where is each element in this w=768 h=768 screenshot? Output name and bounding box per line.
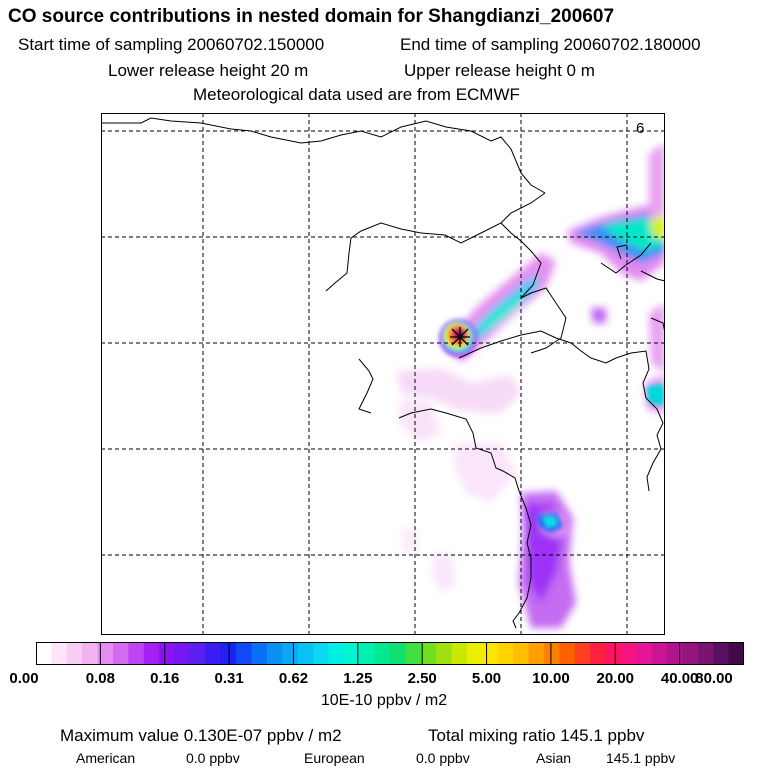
colorbar-tick-label: 1.25 <box>343 670 373 687</box>
colorbar-cell <box>128 642 145 664</box>
colorbar-cell <box>605 642 622 664</box>
colorbar-cell <box>266 642 283 664</box>
european-label: European <box>304 750 365 766</box>
colorbar-cell <box>728 642 744 664</box>
receptor-marker <box>450 327 470 347</box>
colorbar-cell <box>420 642 437 664</box>
colorbar-cell <box>189 642 206 664</box>
colorbar-cell <box>559 642 576 664</box>
colorbar-tick-label: 5.00 <box>471 670 502 687</box>
colorbar-frame <box>36 642 744 665</box>
colorbar-cell <box>451 642 468 664</box>
colorbar-cells <box>36 642 744 664</box>
grid-lines <box>101 113 665 635</box>
colorbar-tick-label: 0.08 <box>85 670 115 687</box>
colorbar <box>36 642 744 665</box>
colorbar-cell <box>497 642 514 664</box>
american-value: 0.0 ppbv <box>186 750 240 766</box>
lower-release-height: Lower release height 20 m <box>108 61 309 80</box>
colorbar-cell <box>405 642 422 664</box>
colorbar-cell <box>343 642 360 664</box>
concentration-map: 6 <box>101 113 665 635</box>
colorbar-cell <box>436 642 453 664</box>
asian-value: 145.1 ppbv <box>606 750 676 766</box>
colorbar-cell <box>390 642 406 664</box>
colorbar-cell <box>236 642 253 664</box>
colorbar-cell <box>682 642 699 664</box>
colorbar-tick-label: 20.00 <box>596 670 635 687</box>
sampling-end: End time of sampling 20060702.180000 <box>400 35 701 54</box>
colorbar-tick-label: 0.16 <box>150 670 180 687</box>
upper-release-height: Upper release height 0 m <box>404 61 595 80</box>
colorbar-tick-label: 80.00 <box>695 670 733 687</box>
map-corner-digit: 6 <box>636 120 644 137</box>
colorbar-cell <box>359 642 376 664</box>
colorbar-cell <box>66 642 83 664</box>
map-background <box>101 113 665 635</box>
colorbar-tick-label: 0.62 <box>278 670 309 687</box>
colorbar-cell <box>297 642 314 664</box>
colorbar-cell <box>513 642 530 664</box>
colorbar-unit: 10E-10 ppbv / m2 <box>320 692 448 709</box>
asian-label: Asian <box>536 750 572 766</box>
colorbar-cell <box>51 642 68 664</box>
colorbar-cell <box>466 642 483 664</box>
colorbar-tick-label: 10.00 <box>532 670 570 687</box>
colorbar-cell <box>636 642 653 664</box>
colorbar-cell <box>143 642 160 664</box>
colorbar-cell <box>251 642 268 664</box>
colorbar-cell <box>174 642 191 664</box>
colorbar-cell <box>82 642 99 664</box>
colorbar-separators <box>99 642 681 664</box>
page-title: CO source contributions in nested domain… <box>8 6 615 27</box>
colorbar-cell <box>543 642 560 664</box>
colorbar-cell <box>620 642 637 664</box>
colorbar-cell <box>374 642 391 664</box>
colorbar-cell <box>713 642 730 664</box>
sampling-start: Start time of sampling 20060702.150000 <box>18 35 325 54</box>
colorbar-cell <box>590 642 607 664</box>
american-label: American <box>76 750 136 766</box>
colorbar-cell <box>205 642 222 664</box>
colorbar-tick-label: 40.00 <box>660 670 699 687</box>
colorbar-cell <box>112 642 129 664</box>
colorbar-cell <box>667 642 684 664</box>
colorbar-cell <box>313 642 330 664</box>
colorbar-cell <box>482 642 499 664</box>
european-value: 0.0 ppbv <box>416 750 470 766</box>
colorbar-cell <box>97 642 114 664</box>
colorbar-cell <box>574 642 591 664</box>
maximum-value: Maximum value 0.130E-07 ppbv / m2 <box>60 726 342 745</box>
met-data-note: Meteorological data used are from ECMWF <box>193 85 520 104</box>
total-mixing-ratio: Total mixing ratio 145.1 ppbv <box>428 726 645 745</box>
colorbar-cell <box>36 642 52 664</box>
colorbar-cell <box>651 642 668 664</box>
colorbar-tick-label: 0.31 <box>214 670 244 687</box>
colorbar-cell <box>159 642 176 664</box>
colorbar-tick-label: 2.50 <box>407 670 437 687</box>
colorbar-cell <box>328 642 345 664</box>
colorbar-cell <box>282 642 299 664</box>
colorbar-cell <box>528 642 545 664</box>
colorbar-tick-label: 0.00 <box>9 670 39 687</box>
colorbar-cell <box>697 642 714 664</box>
map-frame <box>101 113 665 635</box>
